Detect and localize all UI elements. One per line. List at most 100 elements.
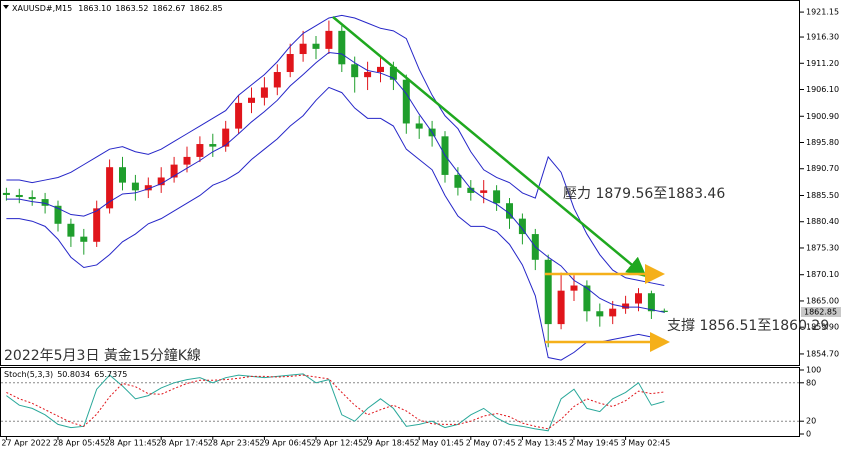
candle-body [415, 123, 423, 129]
candle-body [467, 187, 475, 193]
candle-body [119, 167, 126, 183]
candle-body [144, 185, 152, 191]
y-tick-label: 80 [806, 378, 816, 387]
ohlc: 1862.85 [190, 4, 223, 13]
candle-body [635, 293, 642, 304]
candle-body [351, 64, 359, 78]
candle-body [286, 54, 294, 73]
y-tick-label: 1865.00 [806, 296, 839, 305]
stoch-title: Stoch(5,3,3) [4, 370, 53, 379]
y-tick-label: 1885.50 [806, 191, 839, 200]
symbol: XAUUSD#,M15 [12, 4, 72, 13]
candle-body [454, 174, 462, 188]
candle-body [248, 97, 255, 103]
candle-body [209, 144, 217, 147]
collapse-icon[interactable] [3, 5, 9, 9]
candle-body [312, 43, 320, 49]
stoch-line [6, 374, 665, 430]
band-lower [6, 86, 665, 361]
candle-body [2, 192, 10, 195]
candle-body [67, 223, 75, 237]
candle-body [222, 128, 230, 147]
y-tick-label: 1911.20 [806, 59, 839, 68]
candle-body [660, 310, 668, 313]
candle-body [622, 303, 630, 309]
y-tick-label: 1870.10 [806, 270, 839, 279]
candle-body [557, 290, 565, 325]
stoch-main: 50.8034 [57, 370, 90, 379]
y-tick-label: 1916.30 [806, 33, 839, 42]
y-tick-label: 1900.90 [806, 112, 839, 121]
x-tick-label: 2 May 19:45 [569, 439, 619, 448]
y-tick-label: 1880.40 [806, 217, 839, 226]
candle-body [273, 72, 281, 88]
candle-body [647, 293, 655, 312]
y-tick-label: 1906.10 [806, 85, 839, 94]
ohlc: 1863.52 [115, 4, 148, 13]
candle-body [28, 197, 36, 200]
candle-body [80, 236, 88, 242]
candle-body [157, 177, 165, 186]
candle-body [377, 66, 384, 73]
y-tick-label: 1875.30 [806, 243, 839, 252]
candle-body [131, 182, 139, 191]
candle-body [299, 43, 307, 55]
stoch-line [6, 373, 665, 432]
stoch-panel [0, 367, 800, 437]
x-tick-label: 27 Apr 2022 [1, 439, 50, 448]
resistance-note: 壓力 1879.56至1883.46 [563, 186, 725, 202]
x-tick-label: 28 Apr 17:45 [156, 439, 208, 448]
y-tick-label: 1854.70 [806, 349, 839, 358]
candle-body [480, 190, 488, 193]
x-tick-label: 28 Apr 05:45 [53, 439, 105, 448]
support-note: 支撐 1856.51至1860.29 [667, 318, 829, 334]
x-tick-label: 3 May 02:45 [621, 439, 671, 448]
ohlc: 1863.10 [78, 4, 111, 13]
price-panel [0, 0, 800, 366]
stoch-signal: 65.7375 [94, 370, 127, 379]
x-tick-label: 29 Apr 06:45 [259, 439, 311, 448]
candle-body [518, 218, 526, 235]
band-upper [6, 14, 665, 287]
candle-body [106, 167, 114, 209]
candle-body [493, 190, 501, 204]
header: XAUUSD#,M15 1863.10 1863.52 1862.67 1862.85 [12, 4, 223, 13]
y-tick-label: 1890.70 [806, 164, 839, 173]
candle-body [506, 203, 513, 219]
candle-body [170, 164, 178, 178]
x-tick-label: 28 Apr 11:45 [105, 439, 157, 448]
candle-body [389, 66, 397, 80]
price-marker-label: 1862.85 [804, 308, 837, 317]
ohlc: 1862.67 [152, 4, 185, 13]
y-tick-label: 0 [806, 430, 811, 439]
candle-body [260, 87, 268, 98]
candle-body [54, 205, 62, 224]
x-tick-label: 2 May 01:45 [414, 439, 464, 448]
band-middle [6, 51, 665, 313]
y-tick-label: 20 [806, 417, 816, 426]
candle-body [609, 308, 617, 317]
candle-body [325, 30, 333, 49]
trend-line [332, 16, 647, 278]
y-tick-label: 100 [806, 366, 821, 375]
y-tick-label: 1895.80 [806, 138, 839, 147]
candle-body [364, 72, 372, 78]
x-tick-label: 29 Apr 12:45 [311, 439, 363, 448]
candle-body [570, 285, 578, 291]
x-tick-label: 29 Apr 18:45 [363, 439, 415, 448]
stoch-label: Stoch(5,3,3) 50.8034 65.7375 [4, 370, 127, 379]
candle-body [93, 208, 101, 242]
candle-body [235, 102, 243, 129]
candle-body [41, 199, 49, 206]
x-tick-label: 2 May 07:45 [466, 439, 516, 448]
candle-body [15, 194, 23, 198]
candle-body [544, 259, 552, 325]
candle-body [183, 156, 191, 165]
y-tick-label: 1859.90 [806, 323, 839, 332]
candle-body [583, 285, 591, 312]
caption: 2022年5月3日 黃金15分鐘K線 [4, 347, 201, 364]
x-tick-label: 2 May 13:45 [517, 439, 567, 448]
price-marker [801, 307, 841, 318]
candle-body [196, 144, 204, 157]
